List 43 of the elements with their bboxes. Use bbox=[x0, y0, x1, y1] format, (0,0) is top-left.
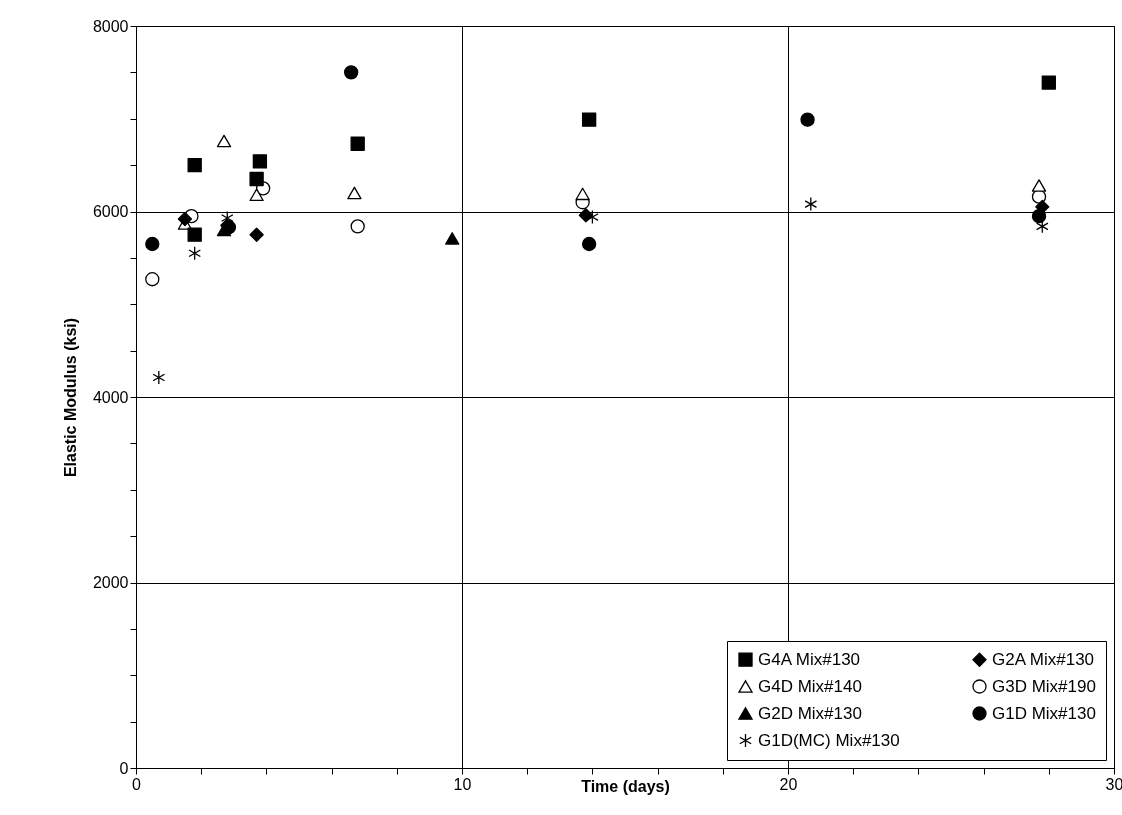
y-tick-label: 0 bbox=[119, 759, 129, 777]
point bbox=[187, 157, 202, 173]
point bbox=[249, 188, 264, 202]
point bbox=[145, 236, 160, 252]
point bbox=[1031, 179, 1047, 192]
point bbox=[187, 227, 202, 242]
point bbox=[575, 187, 590, 201]
y-axis-title: Elastic Modulus (ksi) bbox=[61, 317, 79, 478]
point bbox=[800, 112, 815, 127]
point bbox=[350, 136, 365, 151]
point bbox=[249, 227, 264, 242]
legend-label: G1D(MC) Mix#130 bbox=[758, 730, 900, 750]
point bbox=[249, 171, 264, 187]
point bbox=[188, 246, 201, 261]
point bbox=[177, 211, 193, 227]
point bbox=[350, 219, 365, 234]
point bbox=[445, 232, 460, 245]
point bbox=[581, 236, 597, 252]
point bbox=[1041, 75, 1056, 90]
point bbox=[347, 186, 362, 200]
point bbox=[578, 208, 594, 223]
legend-label: G4A Mix#130 bbox=[758, 649, 861, 669]
x-tick-label: 0 bbox=[132, 775, 142, 793]
point bbox=[152, 370, 166, 385]
point bbox=[145, 272, 160, 287]
x-axis-title: Time (days) bbox=[581, 777, 670, 795]
x-tick-label: 10 bbox=[453, 775, 472, 793]
point bbox=[804, 196, 818, 212]
x-tick-label: 20 bbox=[779, 775, 798, 793]
y-tick-label: 4000 bbox=[92, 388, 129, 406]
legend-label: G1D Mix#130 bbox=[992, 703, 1096, 723]
point bbox=[252, 154, 268, 169]
legend-label: G2A Mix#130 bbox=[992, 649, 1095, 669]
y-tick-label: 8000 bbox=[92, 17, 129, 35]
point bbox=[343, 65, 359, 80]
point bbox=[581, 112, 597, 127]
x-tick-label: 30 bbox=[1105, 775, 1122, 793]
y-tick-label: 2000 bbox=[92, 574, 129, 591]
point bbox=[216, 134, 232, 148]
legend-label: G3D Mix#190 bbox=[992, 676, 1096, 696]
y-tick-label: 6000 bbox=[92, 203, 129, 220]
legend-label: G4D Mix#140 bbox=[758, 676, 862, 696]
legend-label: G2D Mix#130 bbox=[758, 703, 862, 723]
